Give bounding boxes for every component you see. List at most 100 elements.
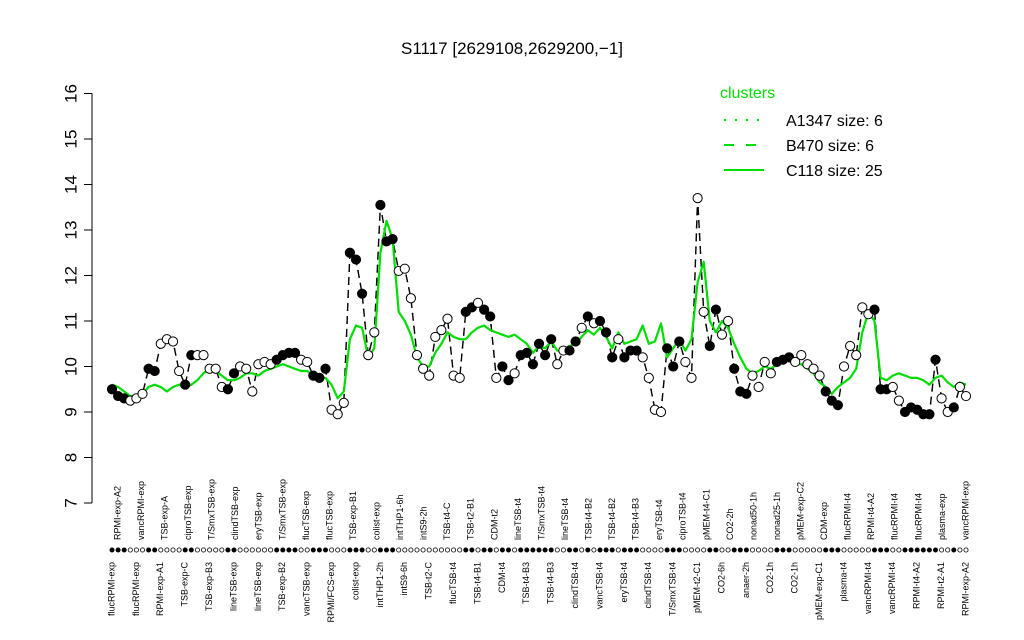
x-tick-label: CO2-2h [725,508,735,540]
x-tick-label: eryTSB-t4 [619,562,629,603]
data-point [210,363,221,374]
rug-mark [585,547,591,553]
data-point [613,334,624,345]
rug-mark [792,547,798,553]
rug-mark [207,547,213,553]
rug-mark [780,547,786,553]
x-tick-label: CO2-1h [765,562,775,594]
data-point [594,315,606,327]
data-point [357,288,368,299]
data-point [314,372,325,383]
rug-mark [121,547,127,553]
rug-mark [280,547,286,553]
data-point [430,331,441,343]
rug-mark [896,547,902,553]
rug-mark [512,547,518,553]
rug-mark [341,547,347,553]
x-tick-label: vancTSB-exp [302,562,312,616]
rug-mark [804,547,810,553]
data-point [631,345,642,356]
data-point [747,370,758,381]
rug-mark [231,547,237,553]
x-tick-label: pMEM-t2-C1 [692,562,702,613]
x-tick-label: flucTSB-t4 [448,562,458,604]
rug-mark [182,547,188,553]
rug-mark [762,547,768,553]
x-tick-label: lineTSB-t4 [513,498,523,540]
x-tick-label: T/SmxTSB-exp [277,479,287,540]
data-point [869,304,880,315]
data-point [411,350,423,361]
x-tick-label: TSB-t4-B1 [472,562,482,604]
data-point [485,311,496,322]
data-point [436,325,447,336]
rug-mark [615,547,621,553]
data-point [668,361,679,372]
x-tick-label: RPMI-t4-A2 [866,493,876,540]
x-tick-label: flucRPMI-exp [106,562,116,616]
x-tick-label: flucTSB-exp [301,491,311,540]
rug-mark [371,547,377,553]
data-point [247,386,258,397]
rug-mark [219,547,225,553]
rug-mark [890,547,896,553]
rug-mark [573,547,579,553]
data-point [753,381,764,393]
y-tick-label: 15 [61,130,80,149]
series-lines [111,197,967,415]
x-tick-label: nonad25-1h [772,492,782,540]
x-tick-label: ciproTSB-exp [183,485,193,540]
x-tick-label: RPMI-exp-A1 [155,562,165,616]
x-tick-label: ciproTSB-t4 [678,492,688,540]
rug-mark [670,547,676,553]
x-tick-label: pMEM-exp-C1 [814,562,824,620]
y-tick-label: 9 [61,407,80,416]
rug-mark [646,547,652,553]
data-point [857,302,868,313]
rug-mark [353,547,359,553]
x-tick-label: RPMI-exp-A2 [112,486,122,540]
rug-mark [335,547,341,553]
rug-mark [213,547,219,553]
data-point [930,354,941,365]
x-tick-label: vancRPMI-t4 [887,562,897,614]
data-point [790,356,801,368]
rug-mark [591,547,597,553]
x-tick-label: pMEM-exp-C2 [795,482,805,540]
rug-mark [377,547,383,553]
rug-mark [414,547,420,553]
x-tick-label: CDM-t2 [489,509,499,540]
y-tick-label: 12 [61,266,80,285]
data-point [741,388,752,399]
rug-mark [475,547,481,553]
rug-mark [499,547,505,553]
data-point [424,370,435,381]
rug-mark [920,547,926,553]
data-point [759,356,770,368]
data-point [582,311,593,322]
x-tick-label: TSB-exp-B3 [204,562,214,611]
data-point [527,359,539,370]
rug-mark [798,547,804,553]
x-tick-label: lineTSB-t4 [560,498,570,540]
rug-mark [286,547,292,553]
x-tick-label: TSB-t2-B1 [466,498,476,540]
chart-title: S1117 [2629108,2629200,−1] [401,39,623,58]
x-tick-label: intTHP1-2h [375,562,385,608]
rug-mark [457,547,463,553]
data-point [454,372,465,383]
rug-mark [469,547,475,553]
data-point [350,254,362,265]
data-point [369,327,380,338]
data-point [619,352,630,363]
x-tick-label: TSB-t4-B2 [607,498,617,540]
x-tick-label: intTHP1-6h [395,494,405,540]
data-point [222,384,233,395]
data-point [832,400,844,411]
rug-mark [609,547,615,553]
x-tick-label: CDM-t4 [497,562,507,593]
data-point [662,343,673,354]
rug-mark [640,547,646,553]
series-line-c118 [111,219,967,400]
data-point [601,327,612,338]
